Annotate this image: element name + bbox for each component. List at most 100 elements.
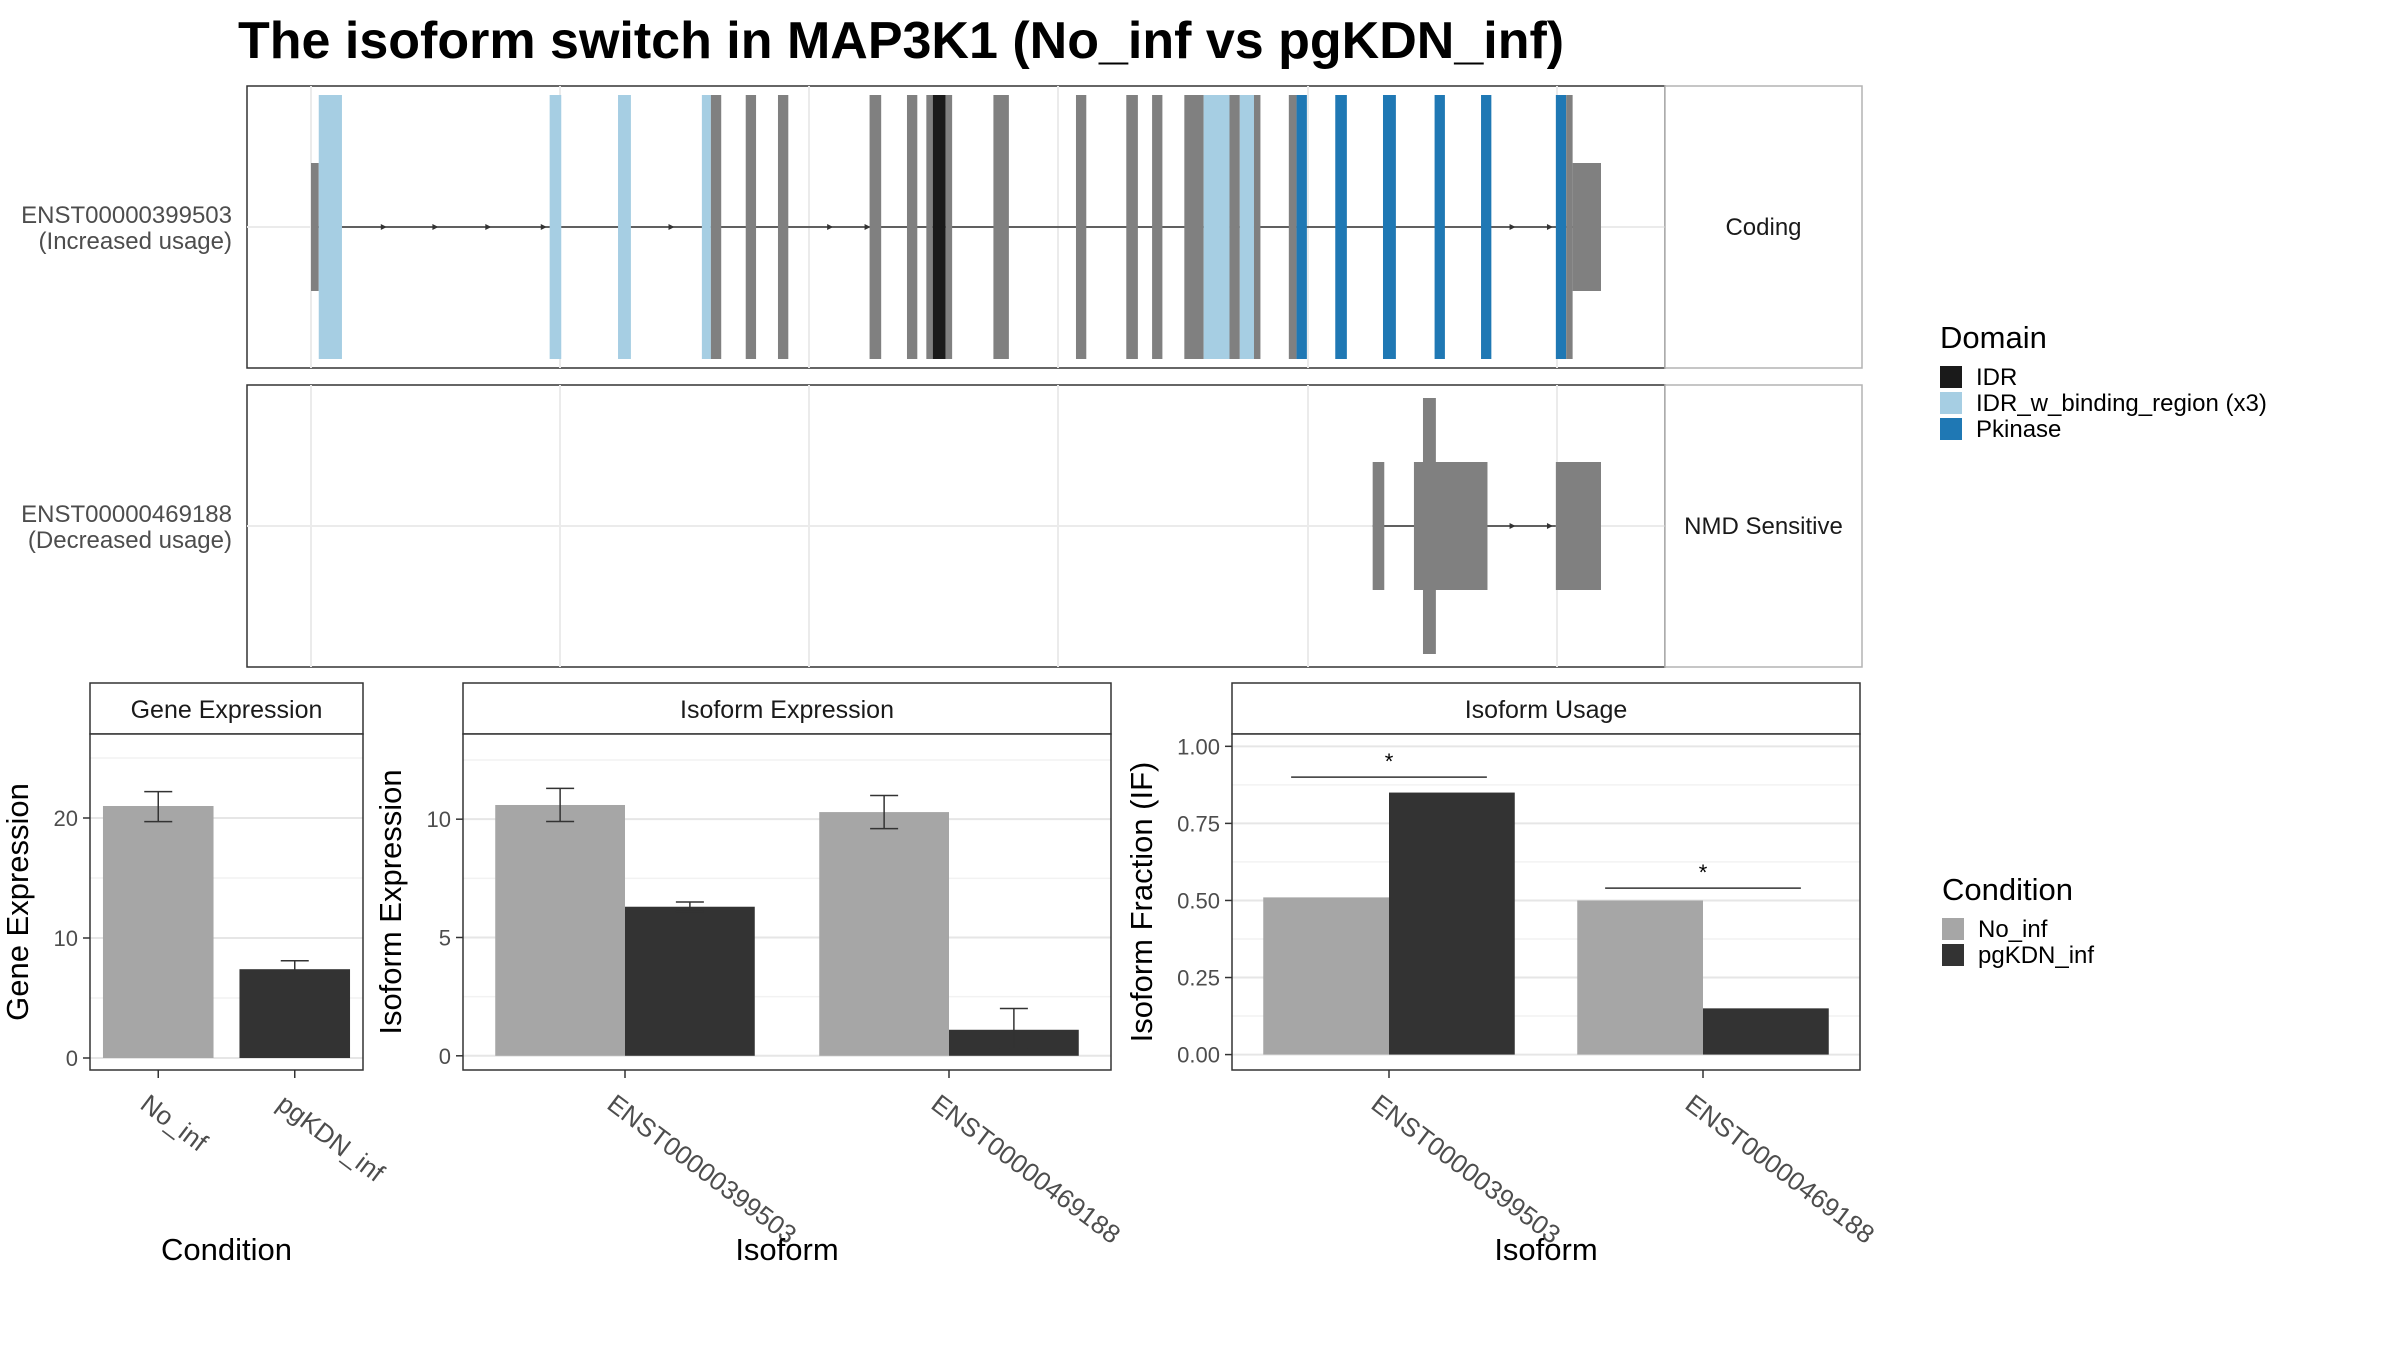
intron-arrow <box>827 224 834 230</box>
legend-label: IDR_w_binding_region (x3) <box>1976 390 2267 417</box>
panel-strip <box>1231 682 1861 735</box>
exon-exon <box>945 95 953 359</box>
facet-strip <box>1664 384 1863 668</box>
exon-utr <box>1413 462 1488 590</box>
significance-star: * <box>1385 749 1394 774</box>
exon-exon <box>993 95 1009 359</box>
intron-arrow <box>380 224 387 230</box>
legend-key-idr_w_binding_region <box>1940 392 1962 414</box>
bar-no_inf <box>102 806 214 1058</box>
x-tick-label: ENST00000399503 <box>1366 1088 1566 1249</box>
exon-exon <box>1229 95 1240 359</box>
y-tick-label: 20 <box>54 806 78 831</box>
y-axis-title: Gene Expression <box>0 783 35 1021</box>
intron-arrow <box>1546 523 1553 529</box>
exon-exon <box>745 95 757 359</box>
exon-exon <box>869 95 882 359</box>
exon-IDR_w_binding_region <box>318 95 342 359</box>
bar-pgkdn_inf <box>239 969 351 1058</box>
y-tick-label: 0 <box>66 1046 78 1071</box>
x-axis-title: Isoform <box>735 1232 838 1267</box>
exon-IDR_w_binding_region <box>1203 95 1230 359</box>
y-tick-label: 5 <box>439 925 451 950</box>
exon-exon <box>1152 95 1163 359</box>
legend-title: Domain <box>1940 320 2047 355</box>
y-tick-label: 10 <box>54 926 78 951</box>
exon-IDR_w_binding_region <box>549 95 562 359</box>
exon-Pkinase <box>1481 95 1492 359</box>
intron-arrow <box>864 224 871 230</box>
exon-IDR_w_binding_region <box>701 95 711 359</box>
exon-utr <box>1572 163 1601 291</box>
transcript-id-label: ENST00000399503 <box>21 202 232 229</box>
exon-exon <box>926 95 933 359</box>
y-tick-label: 0.00 <box>1177 1043 1220 1068</box>
bar-no_inf <box>1263 897 1389 1055</box>
legend-key-pkinase <box>1940 418 1962 440</box>
facet-label: NMD Sensitive <box>1684 513 1843 540</box>
intron-arrow <box>485 224 492 230</box>
exon-utr <box>1372 462 1385 590</box>
exon-IDR <box>932 95 946 359</box>
legend-label: No_inf <box>1978 916 2048 943</box>
x-tick-label: ENST00000469188 <box>1680 1088 1880 1249</box>
exon-Pkinase <box>1296 95 1307 359</box>
y-tick-label: 0.75 <box>1177 811 1220 836</box>
legend-key-pgkdn_inf <box>1942 944 1964 966</box>
bar-no_inf <box>495 804 625 1056</box>
transcript-usage-label: (Decreased usage) <box>28 527 232 554</box>
y-tick-label: 0.50 <box>1177 888 1220 913</box>
exon-IDR_w_binding_region <box>618 95 631 359</box>
legend-title: Condition <box>1942 872 2073 907</box>
legend-label: IDR <box>1976 364 2017 391</box>
intron-arrow <box>1509 523 1516 529</box>
intron-arrow <box>540 224 547 230</box>
transcript-usage-label: (Increased usage) <box>39 228 232 255</box>
x-tick-label: ENST00000399503 <box>602 1088 802 1249</box>
bar-pgkdn_inf <box>625 906 755 1056</box>
legend-label: Pkinase <box>1976 416 2061 443</box>
y-tick-label: 1.00 <box>1177 734 1220 759</box>
legend-key-no_inf <box>1942 918 1964 940</box>
plot-panel-border <box>89 733 364 1071</box>
legend-label: pgKDN_inf <box>1978 942 2094 969</box>
transcript-structure-panel: Coding ENST00000399503(Increased usage) NM… <box>21 85 1863 668</box>
intron-arrow <box>1546 224 1553 230</box>
exon-exon <box>1253 95 1261 359</box>
y-tick-label: 0 <box>439 1044 451 1069</box>
exon-exon <box>1288 95 1297 359</box>
intron-arrow <box>432 224 439 230</box>
exon-exon <box>1566 95 1573 359</box>
bar-no_inf <box>819 812 949 1056</box>
exon-utr <box>311 163 319 291</box>
exon-utr <box>1555 462 1601 590</box>
x-tick-label: No_inf <box>135 1088 214 1158</box>
panel-strip-title: Gene Expression <box>131 696 323 724</box>
x-axis-title: Condition <box>161 1232 292 1267</box>
plot-panel-border <box>1231 733 1861 1071</box>
facet-strip <box>1664 85 1863 369</box>
exon-exon <box>710 95 722 359</box>
y-axis-title: Isoform Fraction (IF) <box>1124 762 1159 1043</box>
y-tick-label: 10 <box>427 807 451 832</box>
exon-Pkinase <box>1382 95 1396 359</box>
bar-pgkdn_inf <box>1703 1008 1829 1055</box>
exon-exon <box>1126 95 1138 359</box>
exon-Pkinase <box>1555 95 1567 359</box>
expression-bar-panels: Gene Expression 0 10 20 No_inf pgKDN_inf Gene … <box>0 682 1880 1267</box>
exon-exon <box>1075 95 1087 359</box>
exon-Pkinase <box>1335 95 1347 359</box>
y-axis-title: Isoform Expression <box>373 769 408 1034</box>
legend-key-idr <box>1940 366 1962 388</box>
y-tick-label: 0.25 <box>1177 966 1220 991</box>
transcript-id-label: ENST00000469188 <box>21 501 232 528</box>
significance-star: * <box>1699 860 1708 885</box>
panel-strip-title: Isoform Usage <box>1465 696 1628 724</box>
intron-arrow <box>1509 224 1516 230</box>
plot-panel-border <box>462 733 1112 1071</box>
bar-pgkdn_inf <box>1389 792 1515 1055</box>
facet-label: Coding <box>1725 214 1801 241</box>
panel-strip-title: Isoform Expression <box>680 696 894 724</box>
x-axis-title: Isoform <box>1494 1232 1597 1267</box>
